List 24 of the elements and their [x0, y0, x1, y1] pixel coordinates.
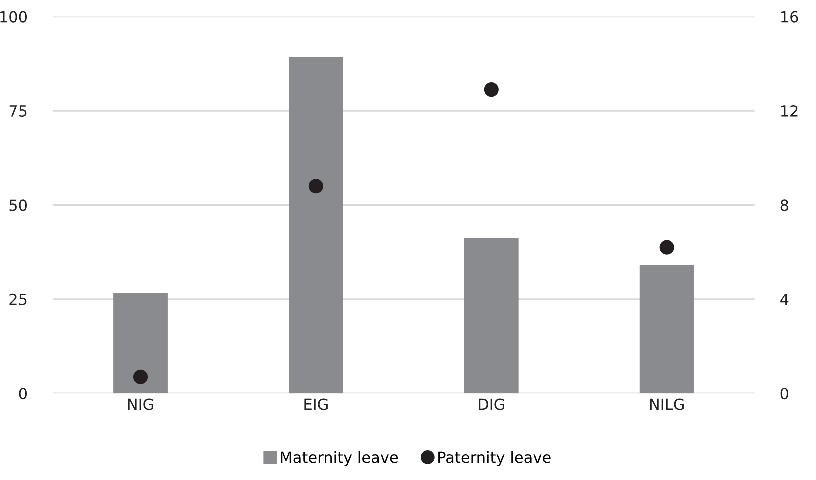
- x-tick-label: DIG: [479, 398, 504, 410]
- x-tick-label: NIG: [128, 398, 154, 410]
- y2-tick-label: 4: [780, 294, 789, 306]
- legend-label: Paternity leave: [438, 451, 551, 466]
- y-tick-label: 0: [19, 388, 28, 400]
- legend-label: Maternity leave: [281, 451, 398, 466]
- x-tick-label: EIG: [304, 398, 328, 410]
- y2-tick-label: 8: [780, 200, 788, 212]
- y-tick-label: 75: [10, 106, 27, 118]
- point: [308, 179, 324, 194]
- y-tick-label: 50: [10, 200, 28, 212]
- y2-tick-label: 16: [781, 11, 798, 23]
- point: [660, 240, 674, 255]
- point: [133, 370, 148, 384]
- y2-tick-label: 0: [780, 388, 789, 400]
- y-tick-label: 25: [10, 294, 27, 306]
- y2-tick-label: 12: [781, 105, 798, 117]
- y-tick-label: 100: [0, 11, 28, 23]
- bar: [114, 293, 168, 394]
- bar: [464, 238, 519, 394]
- point: [484, 82, 499, 98]
- bar: [289, 57, 344, 394]
- bar: [640, 265, 694, 394]
- x-tick-label: NILG: [650, 398, 684, 410]
